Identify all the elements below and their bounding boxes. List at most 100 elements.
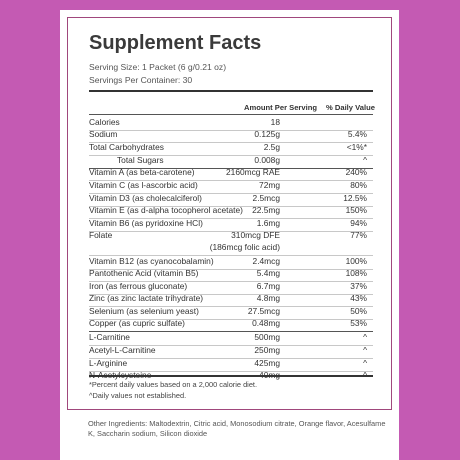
nutrient-amount: 0.48mg bbox=[252, 318, 280, 328]
nutrient-daily-value: 108% bbox=[345, 268, 367, 278]
row-divider bbox=[89, 319, 373, 320]
nutrient-row: Pantothenic Acid (vitamin B5) 5.4mg 108% bbox=[89, 268, 373, 282]
nutrient-daily-value: ^ bbox=[363, 332, 367, 342]
nutrient-amount: 500mg bbox=[254, 332, 280, 342]
nutrient-name: Sodium bbox=[89, 129, 118, 139]
nutrient-name: Total Sugars bbox=[117, 155, 164, 165]
nutrient-name: Vitamin D3 (as cholecalciferol) bbox=[89, 193, 202, 203]
nutrient-row: Calories 18 bbox=[89, 117, 373, 131]
servings-per-container: Servings Per Container: 30 bbox=[89, 75, 193, 85]
row-divider bbox=[89, 345, 373, 346]
nutrient-row: Vitamin B6 (as pyridoxine HCl) 1.6mg 94% bbox=[89, 218, 373, 232]
nutrient-daily-value: 94% bbox=[350, 218, 367, 228]
other-ingredients-text: Maltodextrin, Citric acid, Monosodium ci… bbox=[88, 419, 386, 438]
nutrient-daily-value: 12.5% bbox=[343, 193, 367, 203]
nutrient-daily-value: 53% bbox=[350, 318, 367, 328]
nutrient-name: Vitamin A (as beta-carotene) bbox=[89, 167, 195, 177]
nutrient-amount: 1.6mg bbox=[256, 218, 280, 228]
nutrient-amount: 425mg bbox=[254, 358, 280, 368]
nutrient-name: Vitamin E (as d-alpha tocopherol acetate… bbox=[89, 205, 243, 215]
nutrient-amount: 0.125g bbox=[254, 129, 280, 139]
nutrient-name: Calories bbox=[89, 117, 120, 127]
nutrient-amount: 5.4mg bbox=[256, 268, 280, 278]
row-divider bbox=[89, 358, 373, 359]
nutrient-name: Copper (as cupric sulfate) bbox=[89, 318, 185, 328]
row-divider bbox=[89, 218, 373, 219]
nutrient-amount: 2.5g bbox=[263, 142, 280, 152]
row-divider bbox=[89, 281, 373, 282]
nutrient-name: L-Arginine bbox=[89, 358, 128, 368]
row-divider bbox=[89, 142, 373, 143]
nutrient-amount: 6.7mg bbox=[256, 281, 280, 291]
nutrient-amount: 2.4mcg bbox=[252, 256, 280, 266]
nutrient-name: Iron (as ferrous gluconate) bbox=[89, 281, 188, 291]
serving-size: Serving Size: 1 Packet (6 g/0.21 oz) bbox=[89, 62, 227, 72]
nutrient-name: Zinc (as zinc lactate trihydrate) bbox=[89, 293, 204, 303]
nutrient-row: Vitamin E (as d-alpha tocopherol acetate… bbox=[89, 205, 373, 219]
nutrient-amount: 2160mcg RAE bbox=[226, 167, 280, 177]
row-divider bbox=[89, 255, 373, 256]
row-divider bbox=[89, 269, 373, 270]
nutrient-daily-value: 80% bbox=[350, 180, 367, 190]
nutrient-row: Zinc (as zinc lactate trihydrate) 4.8mg 43… bbox=[89, 293, 373, 307]
nutrient-daily-value: ^ bbox=[363, 345, 367, 355]
nutrient-name: Vitamin B12 (as cyanocobalamin) bbox=[89, 256, 214, 266]
nutrient-row: Vitamin A (as beta-carotene) 2160mcg RAE 2… bbox=[89, 167, 373, 181]
nutrient-amount: 22.5mg bbox=[252, 205, 280, 215]
nutrient-amount: 0.008g bbox=[254, 155, 280, 165]
nutrient-amount: 310mcg DFE bbox=[231, 230, 280, 240]
nutrient-daily-value: ^ bbox=[363, 155, 367, 165]
footnote-not-established: ^Daily values not established. bbox=[89, 391, 187, 400]
nutrient-daily-value: 5.4% bbox=[347, 129, 367, 139]
nutrient-row: Selenium (as selenium yeast) 27.5mcg 50% bbox=[89, 306, 373, 320]
divider bbox=[89, 114, 373, 115]
row-divider bbox=[89, 306, 373, 307]
nutrient-daily-value: 240% bbox=[345, 167, 367, 177]
row-divider bbox=[89, 155, 373, 156]
nutrient-amount: 250mg bbox=[254, 345, 280, 355]
nutrient-daily-value: 43% bbox=[350, 293, 367, 303]
row-divider bbox=[89, 180, 373, 181]
nutrient-name: Vitamin B6 (as pyridoxine HCl) bbox=[89, 218, 203, 228]
row-divider bbox=[89, 371, 373, 372]
nutrient-name: Vitamin C (as l-ascorbic acid) bbox=[89, 180, 198, 190]
nutrient-row: Total Sugars 0.008g ^ bbox=[89, 155, 373, 169]
nutrient-row: L-Arginine 425mg ^ bbox=[89, 358, 373, 372]
row-divider bbox=[89, 168, 373, 169]
nutrient-row: Copper (as cupric sulfate) 0.48mg 53% bbox=[89, 318, 373, 332]
nutrient-row: Total Carbohydrates 2.5g <1%* bbox=[89, 142, 373, 156]
nutrient-row: L-Carnitine 500mg ^ bbox=[89, 332, 373, 346]
facts-box: Supplement Facts Serving Size: 1 Packet … bbox=[67, 17, 392, 410]
nutrient-amount: 27.5mcg bbox=[247, 306, 280, 316]
row-divider bbox=[89, 231, 373, 232]
other-ingredients-label: Other Ingredients: bbox=[88, 419, 148, 428]
divider bbox=[89, 375, 373, 377]
row-divider bbox=[89, 331, 373, 332]
nutrient-name: Acetyl-L-Carnitine bbox=[89, 345, 156, 355]
supplement-facts-panel: Supplement Facts Serving Size: 1 Packet … bbox=[60, 10, 399, 460]
nutrient-amount: 18 bbox=[270, 117, 280, 127]
nutrient-row: (186mcg folic acid) bbox=[89, 242, 373, 256]
nutrient-amount: (186mcg folic acid) bbox=[209, 242, 280, 252]
nutrient-name: Pantothenic Acid (vitamin B5) bbox=[89, 268, 199, 278]
row-divider bbox=[89, 294, 373, 295]
nutrient-row: Acetyl-L-Carnitine 250mg ^ bbox=[89, 345, 373, 359]
nutrient-row: Vitamin C (as l-ascorbic acid) 72mg 80% bbox=[89, 180, 373, 194]
nutrient-row: Sodium 0.125g 5.4% bbox=[89, 129, 373, 143]
nutrient-name: Total Carbohydrates bbox=[89, 142, 164, 152]
nutrient-row: Iron (as ferrous gluconate) 6.7mg 37% bbox=[89, 281, 373, 295]
nutrient-row: Vitamin D3 (as cholecalciferol) 2.5mcg 12.… bbox=[89, 193, 373, 207]
footnote-percent: *Percent daily values based on a 2,000 c… bbox=[89, 380, 258, 389]
nutrient-daily-value: <1%* bbox=[346, 142, 367, 152]
nutrient-row: Vitamin B12 (as cyanocobalamin) 2.4mcg 100… bbox=[89, 256, 373, 270]
nutrient-amount: 4.8mg bbox=[256, 293, 280, 303]
nutrient-daily-value: ^ bbox=[363, 358, 367, 368]
nutrient-name: Folate bbox=[89, 230, 113, 240]
nutrient-name: Selenium (as selenium yeast) bbox=[89, 306, 199, 316]
nutrient-daily-value: 37% bbox=[350, 281, 367, 291]
nutrient-amount: 72mg bbox=[259, 180, 280, 190]
row-divider bbox=[89, 206, 373, 207]
nutrient-daily-value: 77% bbox=[350, 230, 367, 240]
amount-header: Amount Per Serving bbox=[244, 103, 317, 112]
row-divider bbox=[89, 193, 373, 194]
